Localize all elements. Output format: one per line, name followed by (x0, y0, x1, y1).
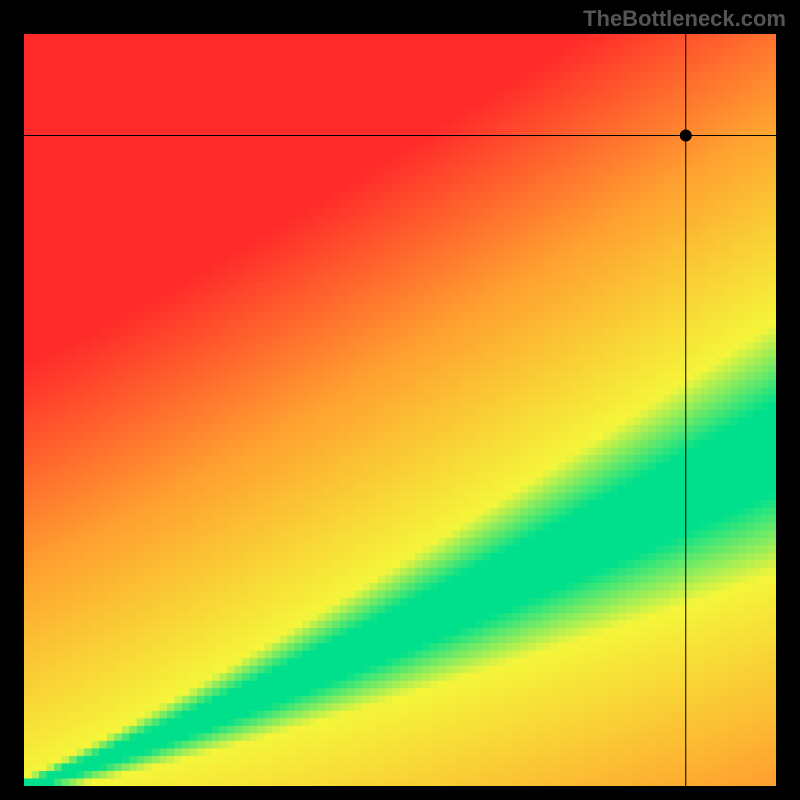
heatmap-svg (24, 34, 776, 786)
watermark-text: TheBottleneck.com (583, 6, 786, 32)
bottleneck-heatmap (24, 34, 776, 786)
marker-dot (680, 130, 692, 142)
